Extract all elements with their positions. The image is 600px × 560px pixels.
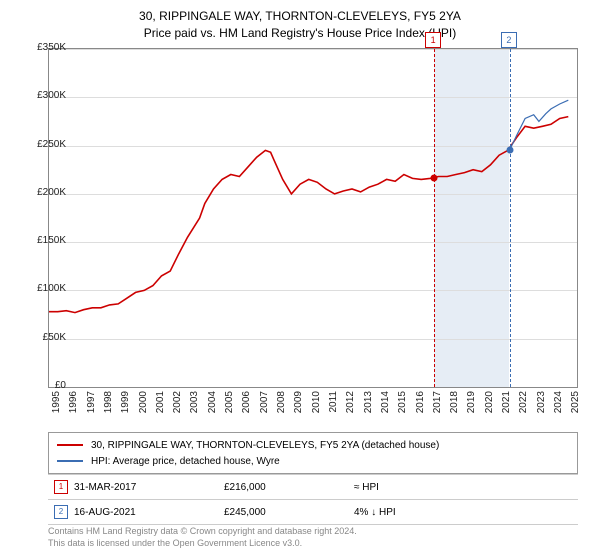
x-axis-label: 2020 xyxy=(484,391,495,421)
x-axis-label: 1999 xyxy=(120,391,131,421)
x-axis-label: 2003 xyxy=(189,391,200,421)
x-axis-label: 2009 xyxy=(293,391,304,421)
row-diff: ≈ HPI xyxy=(354,482,474,493)
x-axis-label: 1996 xyxy=(68,391,79,421)
y-axis-label: £50K xyxy=(22,332,66,343)
x-axis-label: 2013 xyxy=(363,391,374,421)
x-axis-label: 2022 xyxy=(518,391,529,421)
x-axis-label: 2019 xyxy=(466,391,477,421)
y-axis-label: £0 xyxy=(22,380,66,391)
x-axis-label: 2006 xyxy=(241,391,252,421)
x-axis-label: 2014 xyxy=(380,391,391,421)
x-axis-label: 2016 xyxy=(415,391,426,421)
marker-label-2: 2 xyxy=(501,32,517,48)
x-axis-label: 2004 xyxy=(207,391,218,421)
marker-dot-2 xyxy=(506,147,513,154)
legend-label: HPI: Average price, detached house, Wyre xyxy=(91,456,280,467)
transaction-row: 216-AUG-2021£245,0004% ↓ HPI xyxy=(48,499,578,525)
marker-line xyxy=(510,49,511,387)
x-axis-label: 2007 xyxy=(259,391,270,421)
legend-swatch xyxy=(57,460,83,462)
chart-plot-area xyxy=(48,48,578,388)
marker-dot-1 xyxy=(431,175,438,182)
series-line-blue xyxy=(510,100,569,150)
chart-container: 30, RIPPINGALE WAY, THORNTON-CLEVELEYS, … xyxy=(0,0,600,560)
transaction-row: 131-MAR-2017£216,000≈ HPI xyxy=(48,474,578,499)
transactions-table: 131-MAR-2017£216,000≈ HPI216-AUG-2021£24… xyxy=(48,474,578,525)
x-axis-label: 2012 xyxy=(345,391,356,421)
x-axis-label: 2024 xyxy=(553,391,564,421)
legend-row: HPI: Average price, detached house, Wyre xyxy=(57,453,569,469)
y-axis-label: £100K xyxy=(22,283,66,294)
legend-row: 30, RIPPINGALE WAY, THORNTON-CLEVELEYS, … xyxy=(57,437,569,453)
x-axis-label: 2010 xyxy=(311,391,322,421)
row-marker: 2 xyxy=(48,505,74,519)
x-axis-label: 2011 xyxy=(328,391,339,421)
row-date: 31-MAR-2017 xyxy=(74,482,224,493)
x-axis-label: 2023 xyxy=(536,391,547,421)
x-axis-label: 2000 xyxy=(138,391,149,421)
x-axis-label: 1997 xyxy=(86,391,97,421)
footnote-line2: This data is licensed under the Open Gov… xyxy=(48,538,357,550)
x-axis-label: 1995 xyxy=(51,391,62,421)
y-axis-label: £250K xyxy=(22,139,66,150)
x-axis-label: 1998 xyxy=(103,391,114,421)
footnote: Contains HM Land Registry data © Crown c… xyxy=(48,526,357,549)
footnote-line1: Contains HM Land Registry data © Crown c… xyxy=(48,526,357,538)
legend-label: 30, RIPPINGALE WAY, THORNTON-CLEVELEYS, … xyxy=(91,440,439,451)
row-diff: 4% ↓ HPI xyxy=(354,507,474,518)
x-axis-label: 2001 xyxy=(155,391,166,421)
y-axis-label: £350K xyxy=(22,42,66,53)
series-line-red xyxy=(49,117,568,313)
x-axis-label: 2015 xyxy=(397,391,408,421)
y-axis-label: £150K xyxy=(22,235,66,246)
row-price: £216,000 xyxy=(224,482,354,493)
x-axis-label: 2002 xyxy=(172,391,183,421)
row-price: £245,000 xyxy=(224,507,354,518)
legend-box: 30, RIPPINGALE WAY, THORNTON-CLEVELEYS, … xyxy=(48,432,578,474)
x-axis-label: 2025 xyxy=(570,391,581,421)
x-axis-label: 2008 xyxy=(276,391,287,421)
title-main: 30, RIPPINGALE WAY, THORNTON-CLEVELEYS, … xyxy=(0,8,600,25)
x-axis-label: 2018 xyxy=(449,391,460,421)
x-axis-label: 2005 xyxy=(224,391,235,421)
row-date: 16-AUG-2021 xyxy=(74,507,224,518)
marker-label-1: 1 xyxy=(425,32,441,48)
x-axis-label: 2017 xyxy=(432,391,443,421)
y-axis-label: £200K xyxy=(22,187,66,198)
legend-swatch xyxy=(57,444,83,446)
y-axis-label: £300K xyxy=(22,90,66,101)
x-axis-label: 2021 xyxy=(501,391,512,421)
marker-line xyxy=(434,49,435,387)
row-marker: 1 xyxy=(48,480,74,494)
